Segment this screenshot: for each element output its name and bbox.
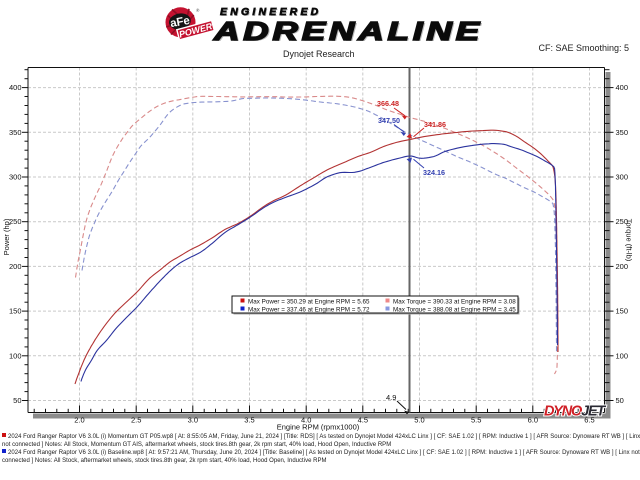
svg-text:350: 350 (616, 128, 629, 137)
svg-text:6.5: 6.5 (584, 416, 594, 425)
svg-text:5.0: 5.0 (414, 416, 424, 425)
svg-text:400: 400 (9, 83, 22, 92)
svg-text:150: 150 (9, 307, 22, 316)
svg-text:5.5: 5.5 (471, 416, 481, 425)
svg-text:300: 300 (9, 173, 22, 182)
svg-text:Power (hp): Power (hp) (2, 218, 11, 255)
svg-text:200: 200 (616, 262, 629, 271)
svg-text:350: 350 (9, 128, 22, 137)
svg-text:3.5: 3.5 (244, 416, 254, 425)
svg-text:Torque (ft-lb): Torque (ft-lb) (625, 219, 634, 262)
svg-text:Max Power = 350.29 at Engine R: Max Power = 350.29 at Engine RPM = 5.65 (248, 299, 370, 306)
svg-text:250: 250 (9, 217, 22, 226)
svg-text:Engine RPM (rpmx1000): Engine RPM (rpmx1000) (277, 423, 360, 432)
svg-text:4.0: 4.0 (301, 416, 311, 425)
svg-text:100: 100 (9, 351, 22, 360)
svg-text:366.48: 366.48 (377, 99, 399, 108)
svg-text:Max Torque = 388.08 at Engine: Max Torque = 388.08 at Engine RPM = 3.45 (393, 307, 516, 314)
svg-text:2.5: 2.5 (131, 416, 141, 425)
svg-text:200: 200 (9, 262, 22, 271)
svg-text:6.0: 6.0 (528, 416, 538, 425)
svg-text:50: 50 (616, 396, 624, 405)
svg-text:150: 150 (616, 307, 629, 316)
svg-text:3.0: 3.0 (188, 416, 198, 425)
svg-text:4.5: 4.5 (358, 416, 368, 425)
svg-text:300: 300 (616, 173, 629, 182)
svg-text:324.16: 324.16 (423, 168, 445, 177)
svg-text:50: 50 (13, 396, 21, 405)
svg-text:250: 250 (616, 217, 629, 226)
svg-text:4.9: 4.9 (386, 393, 396, 402)
svg-text:400: 400 (616, 83, 629, 92)
svg-text:DYNOJET: DYNOJET (544, 404, 606, 420)
svg-text:®: ® (196, 7, 200, 13)
svg-text:341.86: 341.86 (424, 120, 446, 129)
svg-text:Max Torque = 390.33 at Engine: Max Torque = 390.33 at Engine RPM = 3.08 (393, 299, 516, 306)
svg-text:347.50: 347.50 (378, 116, 400, 125)
svg-text:Max Power = 337.46 at Engine R: Max Power = 337.46 at Engine RPM = 5.72 (248, 307, 370, 314)
svg-text:100: 100 (616, 351, 629, 360)
svg-text:2.0: 2.0 (74, 416, 84, 425)
svg-text:aFe: aFe (169, 15, 191, 30)
